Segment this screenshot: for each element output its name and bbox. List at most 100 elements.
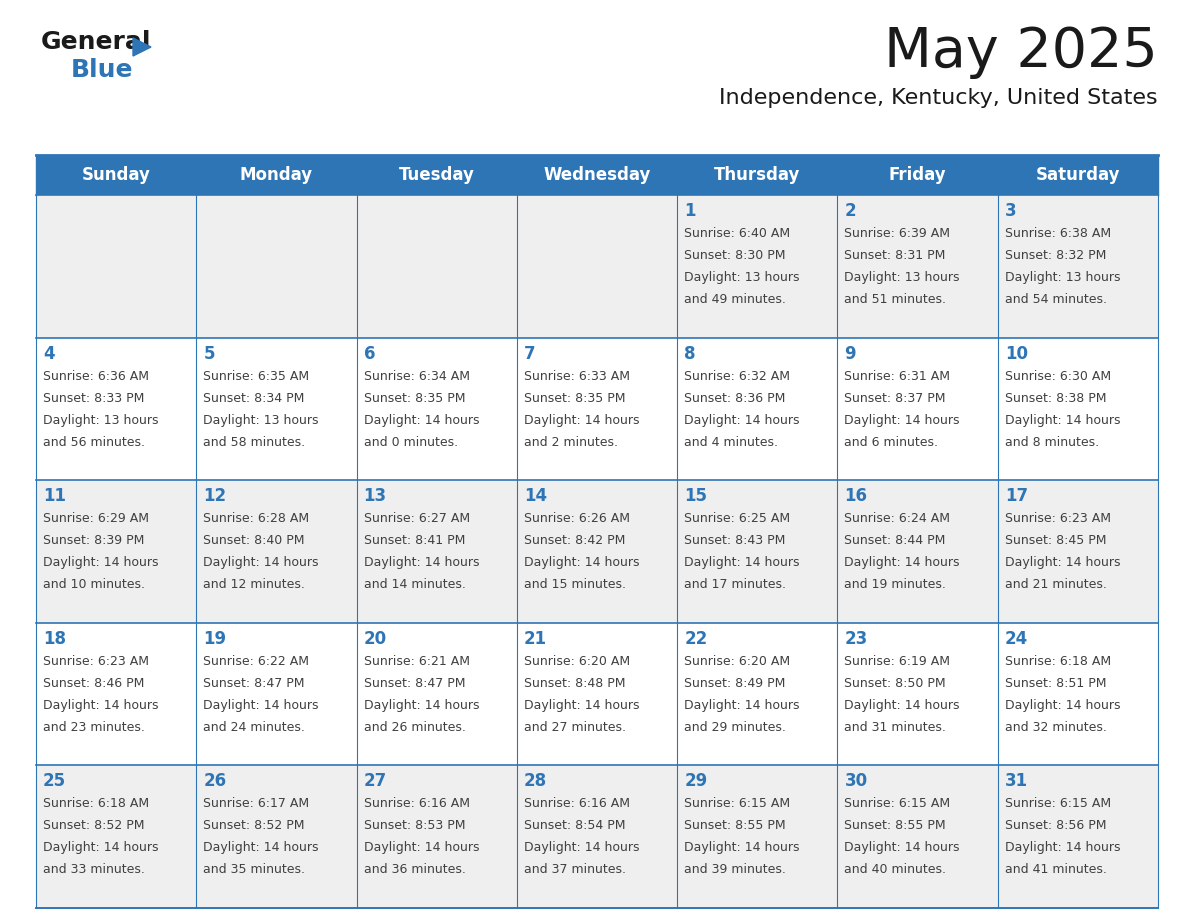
Text: Sunrise: 6:18 AM: Sunrise: 6:18 AM: [1005, 655, 1111, 667]
Text: Sunrise: 6:24 AM: Sunrise: 6:24 AM: [845, 512, 950, 525]
Text: Daylight: 14 hours: Daylight: 14 hours: [684, 414, 800, 427]
Text: Sunrise: 6:23 AM: Sunrise: 6:23 AM: [1005, 512, 1111, 525]
Text: 26: 26: [203, 772, 227, 790]
Text: and 19 minutes.: and 19 minutes.: [845, 578, 947, 591]
Text: 28: 28: [524, 772, 546, 790]
Text: Sunset: 8:47 PM: Sunset: 8:47 PM: [203, 677, 305, 689]
Text: and 2 minutes.: and 2 minutes.: [524, 436, 618, 449]
Text: and 51 minutes.: and 51 minutes.: [845, 293, 947, 306]
Text: and 56 minutes.: and 56 minutes.: [43, 436, 145, 449]
Text: Sunset: 8:40 PM: Sunset: 8:40 PM: [203, 534, 305, 547]
Text: 5: 5: [203, 344, 215, 363]
Text: 27: 27: [364, 772, 387, 790]
Text: Sunrise: 6:27 AM: Sunrise: 6:27 AM: [364, 512, 469, 525]
Text: 6: 6: [364, 344, 375, 363]
Text: Sunset: 8:37 PM: Sunset: 8:37 PM: [845, 392, 946, 405]
Text: Daylight: 14 hours: Daylight: 14 hours: [684, 699, 800, 711]
Text: and 33 minutes.: and 33 minutes.: [43, 864, 145, 877]
Text: Daylight: 14 hours: Daylight: 14 hours: [364, 699, 479, 711]
Text: and 4 minutes.: and 4 minutes.: [684, 436, 778, 449]
Text: Sunset: 8:43 PM: Sunset: 8:43 PM: [684, 534, 785, 547]
Text: Sunset: 8:42 PM: Sunset: 8:42 PM: [524, 534, 625, 547]
Text: Sunrise: 6:25 AM: Sunrise: 6:25 AM: [684, 512, 790, 525]
Bar: [36, 480, 1158, 622]
Text: Sunrise: 6:35 AM: Sunrise: 6:35 AM: [203, 370, 309, 383]
Text: Sunrise: 6:26 AM: Sunrise: 6:26 AM: [524, 512, 630, 525]
Text: Sunset: 8:56 PM: Sunset: 8:56 PM: [1005, 820, 1106, 833]
Text: General: General: [42, 30, 152, 54]
Text: Daylight: 14 hours: Daylight: 14 hours: [684, 556, 800, 569]
Text: 31: 31: [1005, 772, 1028, 790]
Text: Daylight: 14 hours: Daylight: 14 hours: [364, 414, 479, 427]
Text: Blue: Blue: [71, 58, 133, 82]
Text: Daylight: 14 hours: Daylight: 14 hours: [43, 699, 158, 711]
Text: Sunset: 8:31 PM: Sunset: 8:31 PM: [845, 249, 946, 262]
Text: Daylight: 13 hours: Daylight: 13 hours: [1005, 271, 1120, 284]
Text: 18: 18: [43, 630, 67, 648]
Text: 3: 3: [1005, 202, 1017, 220]
Text: and 17 minutes.: and 17 minutes.: [684, 578, 786, 591]
Text: Daylight: 14 hours: Daylight: 14 hours: [1005, 842, 1120, 855]
Text: 20: 20: [364, 630, 387, 648]
Text: Sunrise: 6:34 AM: Sunrise: 6:34 AM: [364, 370, 469, 383]
Text: 9: 9: [845, 344, 857, 363]
Text: Sunrise: 6:19 AM: Sunrise: 6:19 AM: [845, 655, 950, 667]
Text: 16: 16: [845, 487, 867, 505]
Text: 13: 13: [364, 487, 387, 505]
Text: Sunset: 8:38 PM: Sunset: 8:38 PM: [1005, 392, 1106, 405]
Text: Sunset: 8:54 PM: Sunset: 8:54 PM: [524, 820, 625, 833]
Text: Daylight: 13 hours: Daylight: 13 hours: [684, 271, 800, 284]
Text: Daylight: 14 hours: Daylight: 14 hours: [524, 842, 639, 855]
Text: Sunset: 8:36 PM: Sunset: 8:36 PM: [684, 392, 785, 405]
Text: Sunset: 8:47 PM: Sunset: 8:47 PM: [364, 677, 465, 689]
Text: and 27 minutes.: and 27 minutes.: [524, 721, 626, 733]
Bar: [36, 622, 1158, 766]
Text: 23: 23: [845, 630, 867, 648]
Text: 1: 1: [684, 202, 696, 220]
Text: Sunrise: 6:17 AM: Sunrise: 6:17 AM: [203, 798, 309, 811]
Text: Sunrise: 6:16 AM: Sunrise: 6:16 AM: [524, 798, 630, 811]
Text: and 35 minutes.: and 35 minutes.: [203, 864, 305, 877]
Text: Sunset: 8:55 PM: Sunset: 8:55 PM: [845, 820, 946, 833]
Text: Friday: Friday: [889, 166, 947, 184]
Text: Sunset: 8:53 PM: Sunset: 8:53 PM: [364, 820, 465, 833]
Text: Sunset: 8:50 PM: Sunset: 8:50 PM: [845, 677, 946, 689]
Text: and 41 minutes.: and 41 minutes.: [1005, 864, 1106, 877]
Text: Tuesday: Tuesday: [399, 166, 475, 184]
Text: Daylight: 14 hours: Daylight: 14 hours: [43, 842, 158, 855]
Text: and 31 minutes.: and 31 minutes.: [845, 721, 947, 733]
Text: Sunrise: 6:36 AM: Sunrise: 6:36 AM: [43, 370, 148, 383]
Text: Sunrise: 6:40 AM: Sunrise: 6:40 AM: [684, 227, 790, 240]
Text: Daylight: 14 hours: Daylight: 14 hours: [684, 842, 800, 855]
Text: Daylight: 14 hours: Daylight: 14 hours: [203, 556, 318, 569]
Text: and 32 minutes.: and 32 minutes.: [1005, 721, 1106, 733]
Text: and 36 minutes.: and 36 minutes.: [364, 864, 466, 877]
Text: 21: 21: [524, 630, 546, 648]
Text: Daylight: 14 hours: Daylight: 14 hours: [43, 556, 158, 569]
Text: Independence, Kentucky, United States: Independence, Kentucky, United States: [720, 88, 1158, 108]
Text: Daylight: 14 hours: Daylight: 14 hours: [845, 699, 960, 711]
Text: Sunrise: 6:23 AM: Sunrise: 6:23 AM: [43, 655, 148, 667]
Text: 29: 29: [684, 772, 707, 790]
Bar: [36, 338, 1158, 480]
Text: 22: 22: [684, 630, 707, 648]
Text: and 14 minutes.: and 14 minutes.: [364, 578, 466, 591]
Text: 4: 4: [43, 344, 55, 363]
Text: 25: 25: [43, 772, 67, 790]
Text: Sunrise: 6:29 AM: Sunrise: 6:29 AM: [43, 512, 148, 525]
Text: Sunday: Sunday: [82, 166, 151, 184]
Text: Monday: Monday: [240, 166, 312, 184]
Text: Daylight: 14 hours: Daylight: 14 hours: [524, 414, 639, 427]
Text: Sunset: 8:44 PM: Sunset: 8:44 PM: [845, 534, 946, 547]
Text: and 39 minutes.: and 39 minutes.: [684, 864, 786, 877]
Text: Daylight: 14 hours: Daylight: 14 hours: [1005, 699, 1120, 711]
Text: 2: 2: [845, 202, 857, 220]
Text: 8: 8: [684, 344, 696, 363]
Text: Daylight: 14 hours: Daylight: 14 hours: [845, 414, 960, 427]
Text: Sunrise: 6:31 AM: Sunrise: 6:31 AM: [845, 370, 950, 383]
Text: Daylight: 14 hours: Daylight: 14 hours: [1005, 414, 1120, 427]
Text: Sunrise: 6:33 AM: Sunrise: 6:33 AM: [524, 370, 630, 383]
Text: 10: 10: [1005, 344, 1028, 363]
Text: and 12 minutes.: and 12 minutes.: [203, 578, 305, 591]
Text: Daylight: 13 hours: Daylight: 13 hours: [43, 414, 158, 427]
